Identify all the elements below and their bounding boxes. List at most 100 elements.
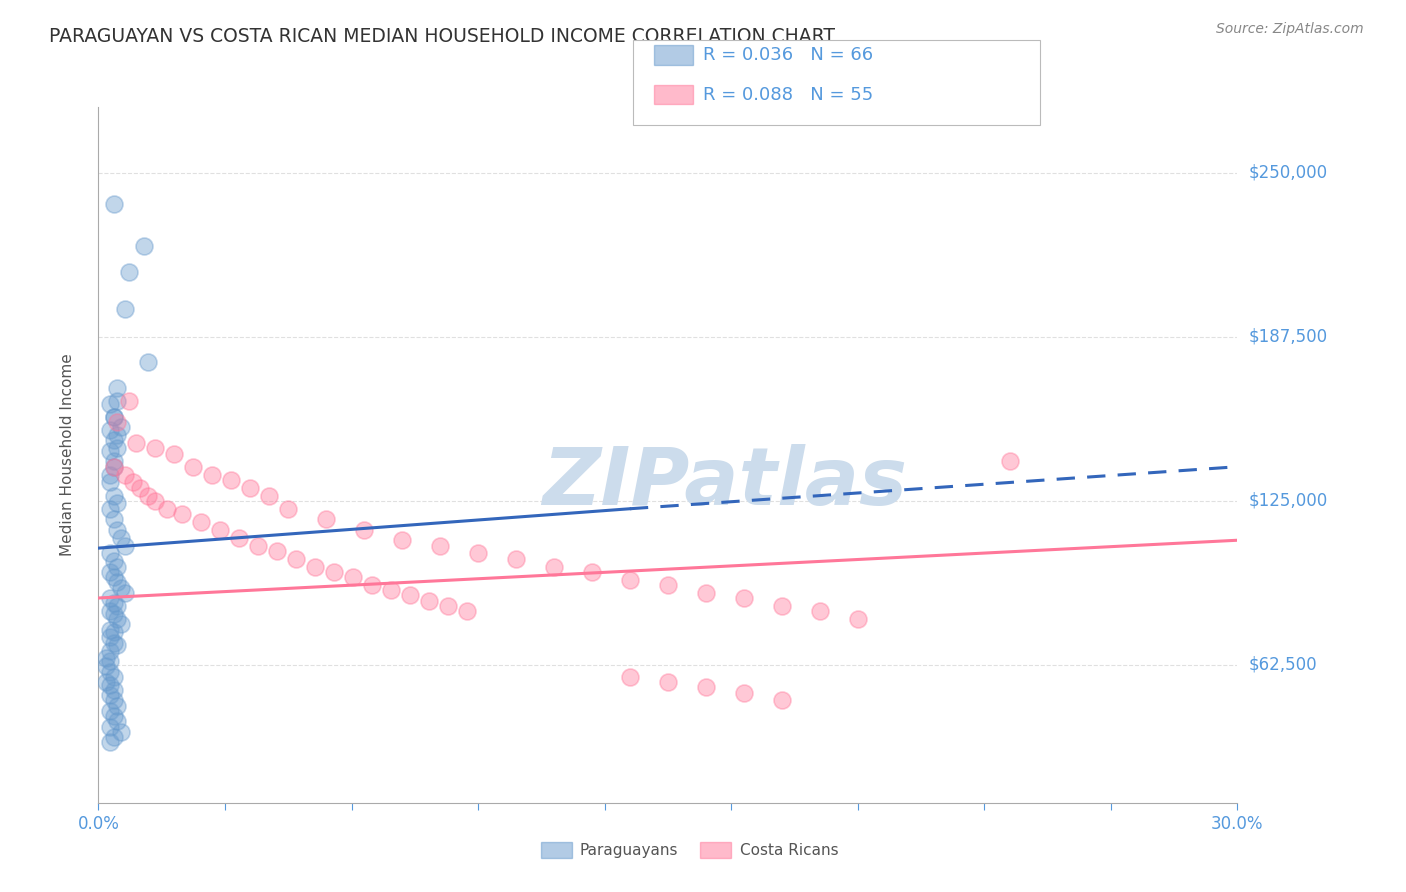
- Point: [110, 725, 132, 739]
- Point: [163, 447, 186, 461]
- Point: [103, 197, 125, 211]
- Point: [170, 507, 193, 521]
- Text: R = 0.036   N = 66: R = 0.036 N = 66: [703, 46, 873, 64]
- Point: [98, 688, 121, 702]
- Point: [107, 698, 129, 713]
- Point: [221, 473, 243, 487]
- Text: $250,000: $250,000: [1249, 163, 1327, 182]
- Point: [695, 586, 717, 600]
- Point: [136, 489, 159, 503]
- Point: [145, 442, 167, 456]
- Point: [103, 409, 125, 424]
- Point: [733, 591, 755, 605]
- Point: [107, 575, 129, 590]
- Point: [110, 531, 132, 545]
- Text: ZIPatlas: ZIPatlas: [543, 443, 907, 522]
- Point: [107, 714, 129, 729]
- Point: [190, 515, 212, 529]
- Text: $62,500: $62,500: [1249, 656, 1317, 674]
- Point: [398, 588, 420, 602]
- Text: Costa Ricans: Costa Ricans: [740, 843, 838, 857]
- Point: [98, 720, 121, 734]
- Point: [107, 428, 129, 442]
- Point: [103, 709, 125, 723]
- Point: [259, 489, 281, 503]
- Point: [733, 685, 755, 699]
- Point: [107, 599, 129, 613]
- Point: [156, 501, 179, 516]
- Point: [107, 638, 129, 652]
- Point: [467, 546, 489, 560]
- Point: [360, 578, 382, 592]
- Point: [103, 512, 125, 526]
- Point: [94, 659, 117, 673]
- Point: [107, 496, 129, 510]
- Point: [103, 570, 125, 584]
- Point: [114, 539, 136, 553]
- Point: [228, 531, 250, 545]
- Point: [436, 599, 458, 613]
- Point: [114, 467, 136, 482]
- Point: [98, 565, 121, 579]
- Point: [619, 573, 641, 587]
- Point: [808, 604, 831, 618]
- Point: [266, 543, 288, 558]
- Point: [98, 467, 121, 482]
- Text: Paraguayans: Paraguayans: [579, 843, 678, 857]
- Point: [770, 693, 793, 707]
- Point: [505, 551, 527, 566]
- Point: [342, 570, 364, 584]
- Point: [543, 559, 565, 574]
- Point: [114, 302, 136, 317]
- Point: [103, 730, 125, 744]
- Point: [121, 475, 143, 490]
- Point: [103, 459, 125, 474]
- Text: R = 0.088   N = 55: R = 0.088 N = 55: [703, 86, 873, 103]
- Point: [456, 604, 478, 618]
- Point: [98, 591, 121, 605]
- Point: [103, 489, 125, 503]
- Point: [380, 583, 402, 598]
- Point: [315, 512, 337, 526]
- Point: [246, 539, 269, 553]
- Point: [98, 678, 121, 692]
- Point: [239, 481, 262, 495]
- Point: [98, 444, 121, 458]
- Point: [103, 596, 125, 610]
- Point: [657, 578, 679, 592]
- Point: [110, 420, 132, 434]
- Point: [107, 442, 129, 456]
- Point: [846, 612, 869, 626]
- Text: $125,000: $125,000: [1249, 491, 1327, 510]
- Point: [107, 612, 129, 626]
- Text: $187,500: $187,500: [1249, 327, 1327, 346]
- Point: [98, 423, 121, 437]
- Point: [145, 494, 167, 508]
- Point: [125, 436, 148, 450]
- Point: [103, 409, 125, 424]
- Point: [98, 546, 121, 560]
- Text: Source: ZipAtlas.com: Source: ZipAtlas.com: [1216, 22, 1364, 37]
- Point: [284, 551, 307, 566]
- Point: [98, 735, 121, 749]
- Point: [107, 523, 129, 537]
- Point: [107, 559, 129, 574]
- Point: [619, 670, 641, 684]
- Point: [391, 533, 413, 548]
- Point: [98, 665, 121, 679]
- Point: [107, 415, 129, 429]
- Point: [103, 434, 125, 448]
- Point: [118, 265, 141, 279]
- Point: [103, 554, 125, 568]
- Point: [98, 501, 121, 516]
- Point: [695, 680, 717, 694]
- Point: [98, 397, 121, 411]
- Point: [103, 625, 125, 640]
- Point: [94, 675, 117, 690]
- Point: [136, 355, 159, 369]
- Text: PARAGUAYAN VS COSTA RICAN MEDIAN HOUSEHOLD INCOME CORRELATION CHART: PARAGUAYAN VS COSTA RICAN MEDIAN HOUSEHO…: [49, 27, 835, 45]
- Point: [98, 604, 121, 618]
- Point: [322, 565, 344, 579]
- Point: [304, 559, 326, 574]
- Point: [107, 394, 129, 409]
